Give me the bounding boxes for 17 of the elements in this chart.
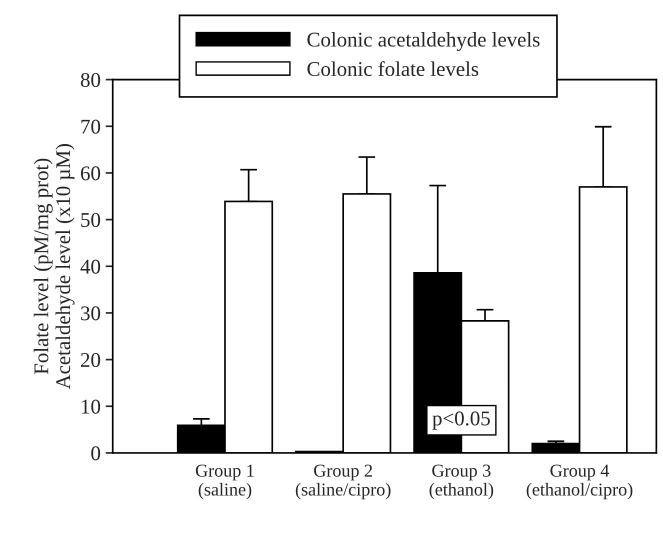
legend-label: Colonic folate levels xyxy=(307,61,478,76)
y-tick-label: 50 xyxy=(81,212,100,228)
y-axis-title: Folate level (pM/mg prot) Acetaldehyde level (x10 µM) xyxy=(34,144,75,390)
x-tick-label: Group 4 (ethanol/cipro) xyxy=(526,464,632,500)
y-tick-label: 30 xyxy=(81,306,100,320)
y-tick-label: 70 xyxy=(81,120,100,134)
y-tick-label: 0 xyxy=(91,446,100,460)
annotation: p<0.05 xyxy=(432,411,490,430)
y-tick-label: 20 xyxy=(80,352,100,368)
y-tick-label: 60 xyxy=(80,166,100,180)
y-tick-label: 40 xyxy=(80,260,100,274)
x-tick-label: Group 2 (saline/cipro) xyxy=(296,464,391,500)
x-tick-label: Group 3 (ethanol) xyxy=(430,464,494,500)
x-tick-label: Group 1 (saline) xyxy=(196,464,254,500)
legend-label: Colonic acetaldehyde levels xyxy=(307,32,540,51)
y-tick-label: 10 xyxy=(82,400,100,414)
y-tick-label: 80 xyxy=(80,72,100,88)
